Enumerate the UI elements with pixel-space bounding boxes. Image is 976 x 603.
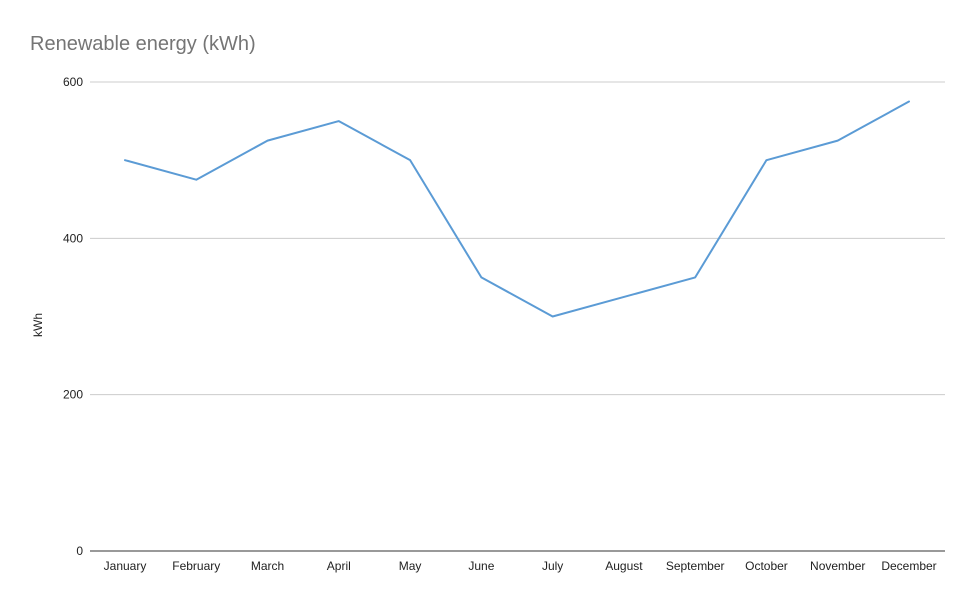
x-tick-label: March (251, 559, 284, 573)
series-lines (124, 100, 911, 318)
data-point (908, 100, 911, 103)
data-point (195, 178, 198, 181)
y-axis-label: kWh (31, 313, 45, 337)
data-point (124, 159, 127, 162)
x-tick-label: January (104, 559, 147, 573)
data-point (551, 315, 554, 318)
x-tick-label: September (666, 559, 725, 573)
chart-title: Renewable energy (kWh) (30, 33, 256, 55)
y-tick-label: 200 (63, 388, 83, 402)
x-tick-label: November (810, 559, 865, 573)
x-tick-label: February (172, 559, 220, 573)
x-tick-label: December (881, 559, 936, 573)
data-point (694, 276, 697, 279)
data-point (480, 276, 483, 279)
x-tick-label: July (542, 559, 563, 573)
data-point (409, 159, 412, 162)
x-tick-label: August (605, 559, 643, 573)
data-point (337, 120, 340, 123)
gridlines (90, 81, 945, 396)
series-line (124, 100, 910, 318)
y-tick-label: 600 (63, 75, 83, 89)
y-tick-label: 400 (63, 231, 83, 245)
x-tick-label: April (327, 559, 351, 573)
data-point (622, 295, 625, 298)
x-tick-labels: January February March April May June July Augu… (104, 559, 937, 573)
data-point (836, 139, 839, 142)
y-tick-labels: 0 200 400 600 (63, 75, 83, 558)
data-point (765, 159, 768, 162)
x-tick-label: May (399, 559, 422, 573)
x-tick-label: October (745, 559, 788, 573)
y-tick-label: 0 (76, 544, 83, 558)
x-tick-label: June (468, 559, 494, 573)
data-point (266, 139, 269, 142)
